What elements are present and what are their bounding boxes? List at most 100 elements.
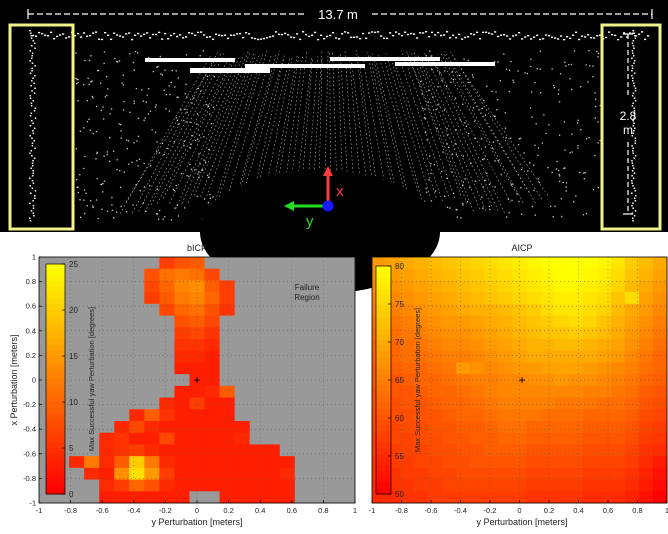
heatmap-cell: [596, 339, 612, 352]
heatmap-cell: [69, 315, 85, 328]
heatmap-cell: [484, 280, 499, 293]
heatmap-cell: [129, 456, 145, 469]
heatmap-cell: [159, 315, 175, 328]
heatmap-cell: [652, 409, 668, 422]
heatmap-cell: [219, 432, 236, 445]
heatmap-cell: [144, 409, 160, 422]
heatmap-cell: [339, 491, 356, 504]
heatmap-cell: [264, 397, 281, 410]
heatmap-cell: [219, 456, 236, 469]
heatmap-cell: [69, 421, 85, 434]
heatmap-cell: [610, 327, 626, 340]
heatmap-cell: [400, 397, 415, 410]
heatmap-cell: [596, 280, 612, 293]
heatmap-cell: [484, 268, 499, 281]
heatmap-cell: [204, 268, 220, 281]
aicp-gridlines: [372, 257, 667, 503]
heatmap-cell: [84, 303, 100, 316]
heatmap-cell: [470, 374, 485, 387]
heatmap-cell: [339, 327, 356, 340]
heatmap-cell: [596, 362, 612, 375]
heatmap-cell: [428, 491, 443, 504]
heatmap-cell: [442, 432, 457, 445]
heatmap-cell: [159, 339, 175, 352]
heatmap-cell: [484, 491, 499, 504]
heatmap-cell: [540, 397, 556, 410]
heatmap-cell: [624, 491, 640, 504]
heatmap-cell: [526, 491, 541, 504]
heatmap-cell: [114, 327, 130, 340]
heatmap-cell: [568, 421, 584, 434]
heatmap-cell: [624, 315, 640, 328]
heatmap-cell: [324, 479, 341, 492]
heatmap-cell: [99, 479, 115, 492]
heatmap-cell: [84, 491, 100, 504]
heatmap-cell: [174, 491, 190, 504]
heatmap-cell: [484, 409, 499, 422]
heatmap-cell: [249, 491, 266, 504]
heatmap-cell: [129, 327, 145, 340]
heatmap-cell: [428, 268, 443, 281]
heatmap-cell: [456, 315, 471, 328]
heatmap-cell: [159, 479, 175, 492]
heatmap-cell: [652, 292, 668, 305]
colorbar-segment: [376, 317, 391, 324]
heatmap-cell: [610, 292, 626, 305]
heatmap-cell: [456, 374, 471, 387]
colorbar-segment: [46, 310, 65, 317]
colorbar-segment: [376, 488, 391, 495]
heatmap-cell: [554, 362, 570, 375]
heatmap-cell: [219, 397, 236, 410]
heatmap-cell: [324, 456, 341, 469]
heatmap-cell: [114, 280, 130, 293]
heatmap-cell: [159, 280, 175, 293]
heatmap-cell: [624, 479, 640, 492]
heatmap-cell: [526, 292, 541, 305]
colorbar-segment: [46, 269, 65, 276]
heatmap-cell: [234, 467, 251, 480]
heatmap-cell: [610, 315, 626, 328]
heatmap-cell: [484, 303, 499, 316]
heatmap-cell: [638, 467, 654, 480]
heatmap-cell: [99, 315, 115, 328]
heatmap-cell: [638, 303, 654, 316]
heatmap-cell: [554, 467, 570, 480]
colorbar-segment: [46, 459, 65, 466]
y-tick-label: 1: [32, 253, 36, 262]
heatmap-cell: [596, 374, 612, 387]
colorbar-segment: [376, 385, 391, 392]
heatmap-cell: [512, 374, 527, 387]
colorbar-segment: [376, 334, 391, 341]
heatmap-cell: [129, 397, 145, 410]
y-tick-label: 0: [32, 376, 36, 385]
heatmap-cell: [84, 409, 100, 422]
colorbar-segment: [376, 437, 391, 444]
heatmap-cell: [456, 491, 471, 504]
heatmap-cell: [400, 456, 415, 469]
heatmap-cell: [414, 456, 429, 469]
x-tick-label: -0.4: [127, 506, 140, 515]
heatmap-cell: [526, 397, 541, 410]
heatmap-cell: [652, 315, 668, 328]
heatmap-cell: [442, 385, 457, 398]
heatmap-cell: [512, 397, 527, 410]
heatmap-cell: [159, 327, 175, 340]
heatmap-cell: [526, 421, 541, 434]
heatmap-cell: [279, 432, 296, 445]
heatmap-cell: [264, 303, 281, 316]
heatmap-cell: [484, 315, 499, 328]
heatmap-cell: [204, 456, 220, 469]
failure-label-line1: Failure: [295, 283, 320, 292]
heatmap-cell: [610, 397, 626, 410]
sensor-origin: [322, 200, 334, 212]
heatmap-cell: [470, 409, 485, 422]
heatmap-cell: [324, 444, 341, 457]
heatmap-cell: [470, 456, 485, 469]
heatmap-cell: [339, 350, 356, 363]
colorbar-segment: [376, 283, 391, 290]
heatmap-cell: [610, 362, 626, 375]
heatmap-cell: [526, 456, 541, 469]
heatmap-cell: [414, 444, 429, 457]
heatmap-cell: [339, 444, 356, 457]
heatmap-cell: [204, 292, 220, 305]
